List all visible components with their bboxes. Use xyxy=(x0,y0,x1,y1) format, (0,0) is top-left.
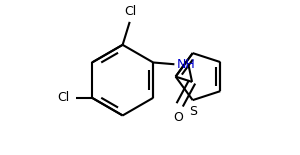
Text: Cl: Cl xyxy=(124,5,137,18)
Text: Cl: Cl xyxy=(58,91,70,104)
Text: S: S xyxy=(189,104,197,117)
Text: O: O xyxy=(173,111,183,124)
Text: NH: NH xyxy=(177,58,196,71)
